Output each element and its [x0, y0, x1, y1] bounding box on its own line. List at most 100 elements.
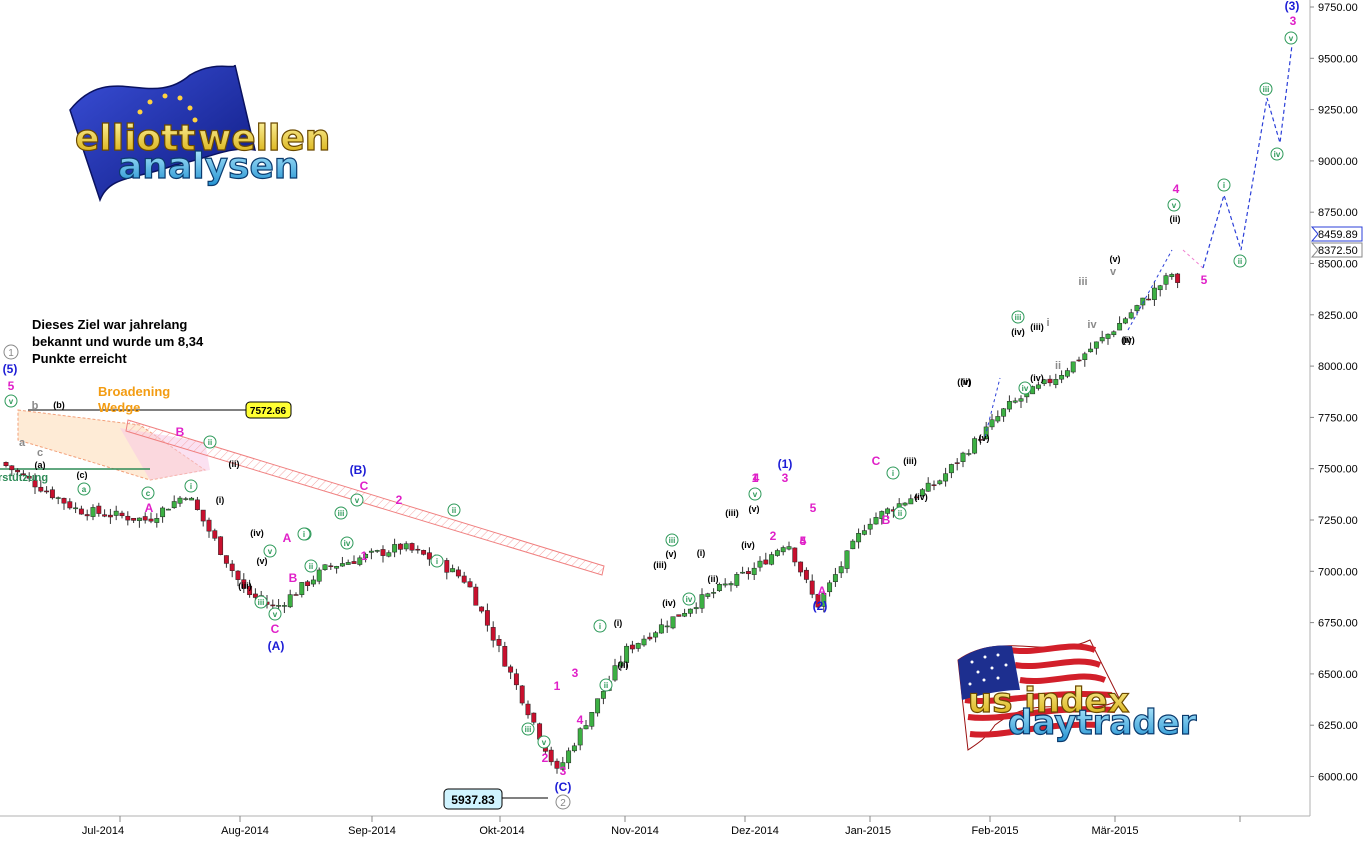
wave-marker-grey: 1 — [3, 344, 19, 360]
candle — [618, 655, 624, 672]
wave-label-black: (iv) — [662, 598, 676, 608]
wave-label-black: (ii) — [229, 459, 240, 469]
wave-label-black: (iii) — [903, 456, 917, 466]
svg-text:1: 1 — [752, 471, 759, 485]
candle — [473, 583, 479, 606]
low-price-label: 5937.83 — [451, 793, 495, 807]
svg-text:v: v — [1172, 201, 1177, 210]
candle — [84, 509, 90, 521]
svg-text:iv: iv — [344, 539, 351, 548]
svg-text:4: 4 — [577, 713, 584, 727]
candle — [798, 561, 804, 577]
svg-text:(i): (i) — [216, 495, 225, 505]
candle — [624, 643, 630, 669]
wave-label-black: (v) — [1110, 254, 1121, 264]
svg-text:C: C — [271, 622, 280, 636]
svg-text:(v): (v) — [666, 549, 677, 559]
svg-text:v: v — [1289, 34, 1294, 43]
wave-label-black: (ii) — [1170, 214, 1181, 224]
wave-label-grey: iii — [1078, 276, 1087, 288]
support-label: rstützung — [0, 472, 48, 484]
candle — [1128, 308, 1134, 320]
svg-text:elliott: elliott — [75, 118, 196, 159]
wave-label-green_circled: iii — [521, 722, 535, 736]
x-tick-label: Jan-2015 — [845, 825, 891, 837]
candle — [450, 564, 456, 573]
last-close-tag: 8372.50 — [1318, 245, 1358, 257]
candle — [455, 566, 461, 579]
wave-label-black: (v) — [961, 377, 972, 387]
wave-label-green_circled: v — [1284, 31, 1298, 45]
svg-text:(iv): (iv) — [1121, 335, 1135, 345]
y-tick-label: 6750.00 — [1318, 618, 1358, 630]
low-price-marker: 5937.83 — [443, 788, 548, 810]
wave-label-black: (v) — [257, 556, 268, 566]
candle — [1099, 330, 1105, 344]
svg-text:(i): (i) — [1123, 335, 1132, 345]
candle — [560, 756, 566, 772]
wave-label-green_circled: iii — [1259, 82, 1273, 96]
y-tick-label: 6000.00 — [1318, 772, 1358, 784]
candles — [3, 272, 1181, 774]
x-tick-label: Okt-2014 — [479, 825, 524, 837]
candle — [844, 550, 850, 574]
wave-label-green_circled: iv — [340, 536, 354, 550]
candle — [339, 556, 345, 567]
svg-text:v: v — [268, 547, 273, 556]
y-tick-label: 8750.00 — [1318, 207, 1358, 219]
wave-label-green_circled: i — [297, 527, 311, 541]
candle — [32, 473, 38, 494]
candle — [722, 578, 728, 588]
svg-text:v: v — [1110, 266, 1117, 278]
svg-text:ii: ii — [604, 681, 608, 690]
candle — [1163, 272, 1169, 290]
svg-text:i: i — [892, 469, 894, 478]
resistance-channel — [125, 419, 605, 576]
candle — [792, 547, 798, 567]
svg-text:(iii): (iii) — [725, 508, 739, 518]
candle — [490, 621, 496, 648]
wave-label-magenta: 3 — [560, 764, 567, 778]
wave-label-magenta: 3 — [572, 666, 579, 680]
candle — [1169, 272, 1175, 280]
y-tick-label: 9500.00 — [1318, 53, 1358, 65]
svg-text:iii: iii — [525, 725, 532, 734]
candle — [948, 463, 954, 479]
candle — [780, 545, 786, 556]
candle — [873, 512, 879, 525]
candle — [757, 556, 763, 572]
candle — [38, 480, 44, 493]
svg-text:ii: ii — [898, 509, 902, 518]
candle — [177, 496, 183, 507]
candle — [223, 555, 229, 568]
svg-text:v: v — [273, 610, 278, 619]
x-tick-label: Dez-2014 — [731, 825, 779, 837]
svg-text:iii: iii — [1263, 85, 1270, 94]
candle — [525, 700, 531, 719]
y-tick-label: 9750.00 — [1318, 2, 1358, 14]
candle — [322, 564, 328, 571]
wave-label-black: (iv) — [250, 528, 264, 538]
candle — [566, 747, 572, 770]
y-tick-label: 8000.00 — [1318, 361, 1358, 373]
candle — [745, 567, 751, 580]
x-tick-label: Aug-2014 — [221, 825, 269, 837]
note-line-2: bekannt und wurde um 8,34 — [32, 334, 204, 349]
wave-label-green_circled: v — [350, 493, 364, 507]
candle — [705, 592, 711, 599]
svg-text:a: a — [19, 437, 26, 449]
y-tick-label: 7000.00 — [1318, 566, 1358, 578]
candle — [635, 642, 641, 652]
svg-text:4: 4 — [1173, 182, 1180, 196]
svg-text:(v): (v) — [1110, 254, 1121, 264]
y-tick-label: 8500.00 — [1318, 259, 1358, 271]
candle — [786, 541, 792, 551]
candle — [496, 635, 502, 653]
svg-text:(iii): (iii) — [238, 581, 252, 591]
candle — [821, 591, 827, 613]
wave-label-black: (iv) — [914, 492, 928, 502]
y-tick-label: 7750.00 — [1318, 412, 1358, 424]
candle — [107, 508, 113, 524]
forecast-path — [984, 44, 1293, 438]
candle — [1082, 351, 1088, 367]
